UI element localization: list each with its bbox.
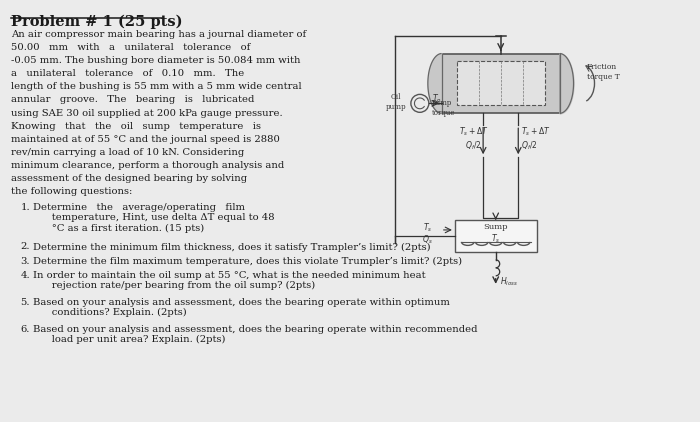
Text: Determine   the   average/operating   film
      temperature, Hint, use delta ΔT: Determine the average/operating film tem… [33,203,274,233]
Text: $Q_s$: $Q_s$ [422,234,433,246]
Text: Based on your analysis and assessment, does the bearing operate within optimum
 : Based on your analysis and assessment, d… [33,298,449,317]
Text: Determine the minimum film thickness, does it satisfy Trampler’s limit? (2pts): Determine the minimum film thickness, do… [33,242,430,252]
Text: Sump: Sump [484,223,508,231]
Text: 3.: 3. [21,257,30,266]
Text: $Q_f/2$: $Q_f/2$ [466,139,482,152]
Text: -0.05 mm. The bushing bore diameter is 50.084 mm with: -0.05 mm. The bushing bore diameter is 5… [10,56,300,65]
Text: 4.: 4. [21,271,30,280]
Text: $H_{loss}$: $H_{loss}$ [500,276,518,288]
Text: a   unilateral   tolerance   of   0.10   mm.   The: a unilateral tolerance of 0.10 mm. The [10,69,244,78]
Text: Determine the film maximum temperature, does this violate Trumpler’s limit? (2pt: Determine the film maximum temperature, … [33,257,462,266]
Text: 2.: 2. [21,242,30,252]
Text: $T_s$: $T_s$ [491,233,500,246]
Text: assessment of the designed bearing by solving: assessment of the designed bearing by so… [10,174,247,183]
Text: 50.00   mm   with   a   unilateral   tolerance   of: 50.00 mm with a unilateral tolerance of [10,43,250,52]
Text: annular   groove.   The   bearing   is   lubricated: annular groove. The bearing is lubricate… [10,95,254,104]
Text: Friction
torque T: Friction torque T [587,63,620,81]
Text: Pump
torque: Pump torque [432,99,455,116]
Text: Based on your analysis and assessment, does the bearing operate within recommend: Based on your analysis and assessment, d… [33,325,477,344]
Text: using SAE 30 oil supplied at 200 kPa gauge pressure.: using SAE 30 oil supplied at 200 kPa gau… [10,108,282,118]
Text: Knowing   that   the   oil   sump   temperature   is: Knowing that the oil sump temperature is [10,122,260,131]
Text: minimum clearance, perform a thorough analysis and: minimum clearance, perform a thorough an… [10,161,284,170]
Text: An air compressor main bearing has a journal diameter of: An air compressor main bearing has a jou… [10,30,306,38]
Text: $T_p$: $T_p$ [432,93,442,106]
Text: Oil
pump: Oil pump [386,93,406,111]
Text: 1.: 1. [21,203,30,211]
FancyBboxPatch shape [457,62,545,106]
Text: rev/min carrying a load of 10 kN. Considering: rev/min carrying a load of 10 kN. Consid… [10,148,244,157]
Text: 5.: 5. [21,298,30,307]
FancyBboxPatch shape [442,54,559,114]
Text: the following questions:: the following questions: [10,187,132,197]
Text: $Q_f/2$: $Q_f/2$ [522,139,538,152]
FancyBboxPatch shape [455,220,537,252]
Text: length of the bushing is 55 mm with a 5 mm wide central: length of the bushing is 55 mm with a 5 … [10,82,301,91]
Text: $T_s$: $T_s$ [424,222,433,235]
Text: Problem # 1 (25 pts): Problem # 1 (25 pts) [10,15,182,29]
Text: $T_s+\Delta T$: $T_s+\Delta T$ [522,125,551,138]
Text: 6.: 6. [21,325,30,334]
Text: maintained at of 55 °C and the journal speed is 2880: maintained at of 55 °C and the journal s… [10,135,279,144]
Text: In order to maintain the oil sump at 55 °C, what is the needed minimum heat
    : In order to maintain the oil sump at 55 … [33,271,426,290]
Text: $T_s+\Delta T$: $T_s+\Delta T$ [459,125,489,138]
